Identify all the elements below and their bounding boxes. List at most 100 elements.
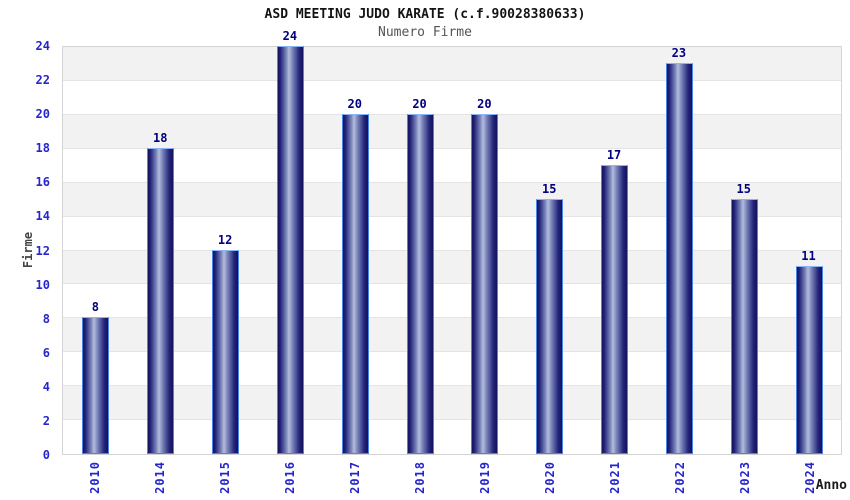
y-axis-tick-label: 6 (42, 345, 50, 360)
y-axis-tick-label: 24 (35, 39, 50, 53)
bar-slot-2022: 23 (646, 45, 711, 454)
grid-band (63, 148, 841, 183)
x-label-slot: 2019 (452, 461, 517, 500)
gridline (63, 249, 841, 251)
x-label-slot: 2021 (582, 461, 647, 500)
gridline (63, 181, 841, 183)
bar-slot-2021: 17 (582, 47, 647, 454)
bar-value-label: 20 (477, 96, 492, 111)
bar-2022 (665, 62, 693, 454)
gridline (63, 317, 841, 319)
y-axis-tick-label: 4 (42, 379, 50, 394)
y-axis-tick-label: 10 (35, 277, 50, 292)
bar-2015 (212, 249, 240, 454)
gridline (63, 351, 841, 353)
bar-2017 (341, 113, 369, 454)
grid-band (63, 250, 841, 285)
bar-slot-2015: 12 (193, 47, 258, 454)
y-axis-tick-label: 20 (35, 107, 50, 122)
bar-2010 (82, 317, 110, 454)
x-axis-tick-label: 2014 (152, 461, 167, 494)
bar-2021 (601, 164, 629, 454)
bar-slot-2016: 24 (257, 30, 322, 454)
grid-band (63, 47, 841, 81)
gridline (63, 283, 841, 285)
x-label-slot: 2015 (192, 461, 257, 500)
x-label-slot: 2014 (127, 461, 192, 500)
bar-2024 (795, 266, 823, 454)
y-axis-tick-label: 14 (35, 209, 50, 224)
x-axis-tick-label: 2019 (477, 461, 492, 494)
bar-slot-2020: 15 (517, 47, 582, 454)
y-axis-tick-label: 2 (42, 413, 50, 428)
gridline (63, 79, 841, 81)
bar-slot-2014: 18 (128, 47, 193, 454)
x-axis-tick-label: 2021 (607, 461, 622, 494)
bar-slot-2024: 11 (776, 47, 841, 454)
bar-2023 (730, 198, 758, 454)
bar-slot-2018: 20 (387, 47, 452, 454)
x-axis-tick-label: 2023 (737, 461, 752, 494)
bar-value-label: 15 (541, 181, 557, 196)
grid-band (63, 80, 841, 115)
gridline (63, 419, 841, 421)
x-axis-tick-label: 2010 (87, 461, 102, 494)
grid-band (63, 318, 841, 353)
bar-value-label: 23 (671, 45, 687, 60)
x-label-slot: 2018 (387, 461, 452, 500)
x-axis-tick-labels: 2010 2014 2015 2016 2017 2018 2019 2020 2021 2022… (62, 461, 842, 500)
y-axis-tick-label: 0 (42, 448, 50, 462)
bar-slot-2017: 20 (322, 47, 387, 454)
x-axis-tick-label: 2018 (412, 461, 427, 494)
x-label-slot: 2022 (647, 461, 712, 500)
bar-value-label: 20 (412, 96, 427, 111)
chart-subtitle: Numero Firme (378, 25, 472, 40)
y-axis-tick-label: 12 (35, 243, 50, 258)
bar-value-label: 17 (606, 147, 622, 162)
grid-band (63, 284, 841, 319)
y-axis-tick-label: 18 (35, 141, 50, 156)
grid-band (63, 114, 841, 149)
x-axis-tick-label: 2017 (347, 461, 362, 494)
bar-value-label: 15 (736, 181, 751, 196)
y-axis-tick-label: 16 (35, 175, 50, 190)
grid-band (63, 420, 841, 454)
bar-2020 (536, 198, 564, 454)
bar-2016 (276, 46, 304, 454)
chart-title: ASD MEETING JUDO KARATE (c.f.90028380633… (264, 7, 586, 22)
bar-2014 (147, 147, 175, 454)
grid-band (63, 182, 841, 217)
x-axis-tick-label: 2022 (672, 461, 687, 494)
x-label-slot: 2010 (62, 461, 127, 500)
x-axis-tick-label: 2015 (217, 461, 232, 494)
bar-value-label: 18 (153, 130, 168, 145)
x-label-slot: 2016 (257, 461, 322, 500)
grid-band (63, 216, 841, 251)
bar-value-label: 24 (282, 29, 298, 43)
gridline (63, 147, 841, 149)
grid-band (63, 386, 841, 421)
grid-band (63, 352, 841, 387)
bar-value-label: 11 (801, 249, 816, 264)
x-label-slot: 2020 (517, 461, 582, 500)
x-axis-tick-label: 2016 (282, 461, 297, 494)
gridline (63, 113, 841, 115)
x-axis-tick-label: 2020 (542, 461, 557, 494)
gridline (63, 215, 841, 217)
gridline (63, 385, 841, 387)
bar-value-label: 12 (217, 232, 233, 247)
y-axis-tick-labels: 0 2 4 6 8 10 12 14 16 18 20 22 24 (0, 39, 56, 462)
bar-2019 (471, 113, 499, 454)
y-axis-tick-label: 22 (35, 73, 50, 88)
x-label-slot: 2017 (322, 461, 387, 500)
bar-2018 (406, 113, 434, 454)
x-axis-title: Anno (815, 478, 847, 493)
bar-slot-2010: 8 (63, 47, 128, 454)
plot-area: 8 18 12 24 20 20 20 15 17 23 15 11 (62, 30, 842, 455)
x-axis-tick-label: 2024 (802, 461, 817, 494)
bar-slot-2023: 15 (711, 47, 776, 454)
y-axis-title: Firme (21, 231, 35, 269)
bar-value-label: 20 (347, 96, 362, 111)
bar-slot-2019: 20 (452, 47, 517, 454)
